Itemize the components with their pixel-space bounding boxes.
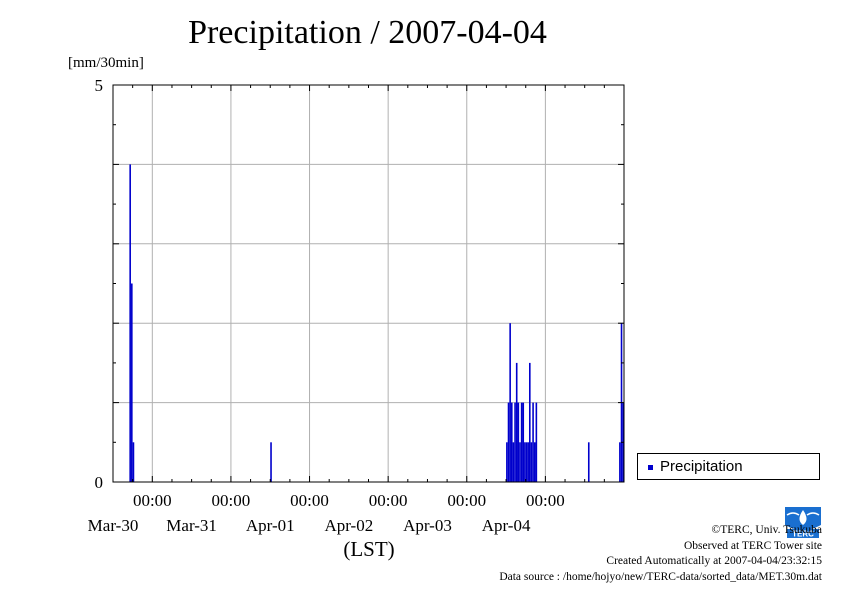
precip-bar <box>514 402 516 482</box>
y-tick-label: 0 <box>95 473 104 492</box>
y-unit-label: [mm/30min] <box>68 55 144 71</box>
precip-bar <box>525 442 528 482</box>
x-tick-time-label: 00:00 <box>447 491 486 510</box>
logo-text: TERC <box>792 530 814 539</box>
precip-bar <box>533 442 536 482</box>
precip-bar <box>522 402 525 482</box>
precip-bar <box>132 442 135 482</box>
precip-bar <box>527 442 529 482</box>
precip-bar <box>519 442 521 482</box>
x-tick-date-label: Mar-31 <box>166 516 217 535</box>
x-axis-label: (LST) <box>343 537 394 561</box>
chart-title: Precipitation / 2007-04-04 <box>188 14 547 51</box>
precip-bar <box>619 442 621 482</box>
precip-bar <box>131 283 133 482</box>
precip-bar <box>512 442 515 482</box>
terc-logo-icon: TERC <box>783 503 823 539</box>
plot-frame <box>112 84 625 483</box>
y-tick-label: 5 <box>95 76 104 95</box>
precip-bar <box>129 164 131 482</box>
precip-bar <box>270 442 272 482</box>
precip-bar <box>520 402 523 482</box>
x-tick-date-label: Apr-01 <box>246 516 295 535</box>
legend-swatch <box>648 465 653 470</box>
precip-bar <box>509 323 511 482</box>
precip-bar <box>532 402 534 482</box>
x-tick-time-label: 00:00 <box>212 491 251 510</box>
x-tick-time-label: 00:00 <box>133 491 172 510</box>
x-tick-time-label: 00:00 <box>526 491 565 510</box>
precip-bar <box>507 402 510 482</box>
legend-label: Precipitation <box>660 458 743 475</box>
precip-bar <box>515 362 518 482</box>
x-tick-date-label: Mar-30 <box>88 516 139 535</box>
precip-bar <box>517 402 520 482</box>
credits: ©TERC, Univ. Tsukuba Observed at TERC To… <box>499 523 822 585</box>
x-tick-date-label: Apr-02 <box>324 516 373 535</box>
precip-bar <box>506 442 508 482</box>
axis-ticks <box>112 84 625 483</box>
created-text: Created Automatically at 2007-04-04/23:3… <box>606 555 822 567</box>
x-tick-date-label: Apr-04 <box>482 516 531 535</box>
precip-bar <box>510 402 513 482</box>
precip-bar <box>529 362 531 482</box>
x-tick-time-label: 00:00 <box>290 491 329 510</box>
x-tick-date-label: Apr-03 <box>403 516 452 535</box>
copyright-text: ©TERC, Univ. Tsukuba <box>711 524 822 536</box>
precip-bar <box>530 442 533 482</box>
precip-bar <box>524 442 526 482</box>
x-tick-time-label: 00:00 <box>369 491 408 510</box>
site-text: Observed at TERC Tower site <box>683 539 822 552</box>
precip-bar <box>535 402 538 482</box>
axis-labels: 00:00 Mar-30 00:00 Mar-31 00:00 Apr-01 00:00 Ap… <box>88 76 565 535</box>
source-text: Data source : /home/hojyo/new/TERC-data/… <box>499 570 822 583</box>
grid-lines <box>113 85 624 482</box>
legend: Precipitation <box>637 453 820 480</box>
precip-bar <box>587 442 590 482</box>
